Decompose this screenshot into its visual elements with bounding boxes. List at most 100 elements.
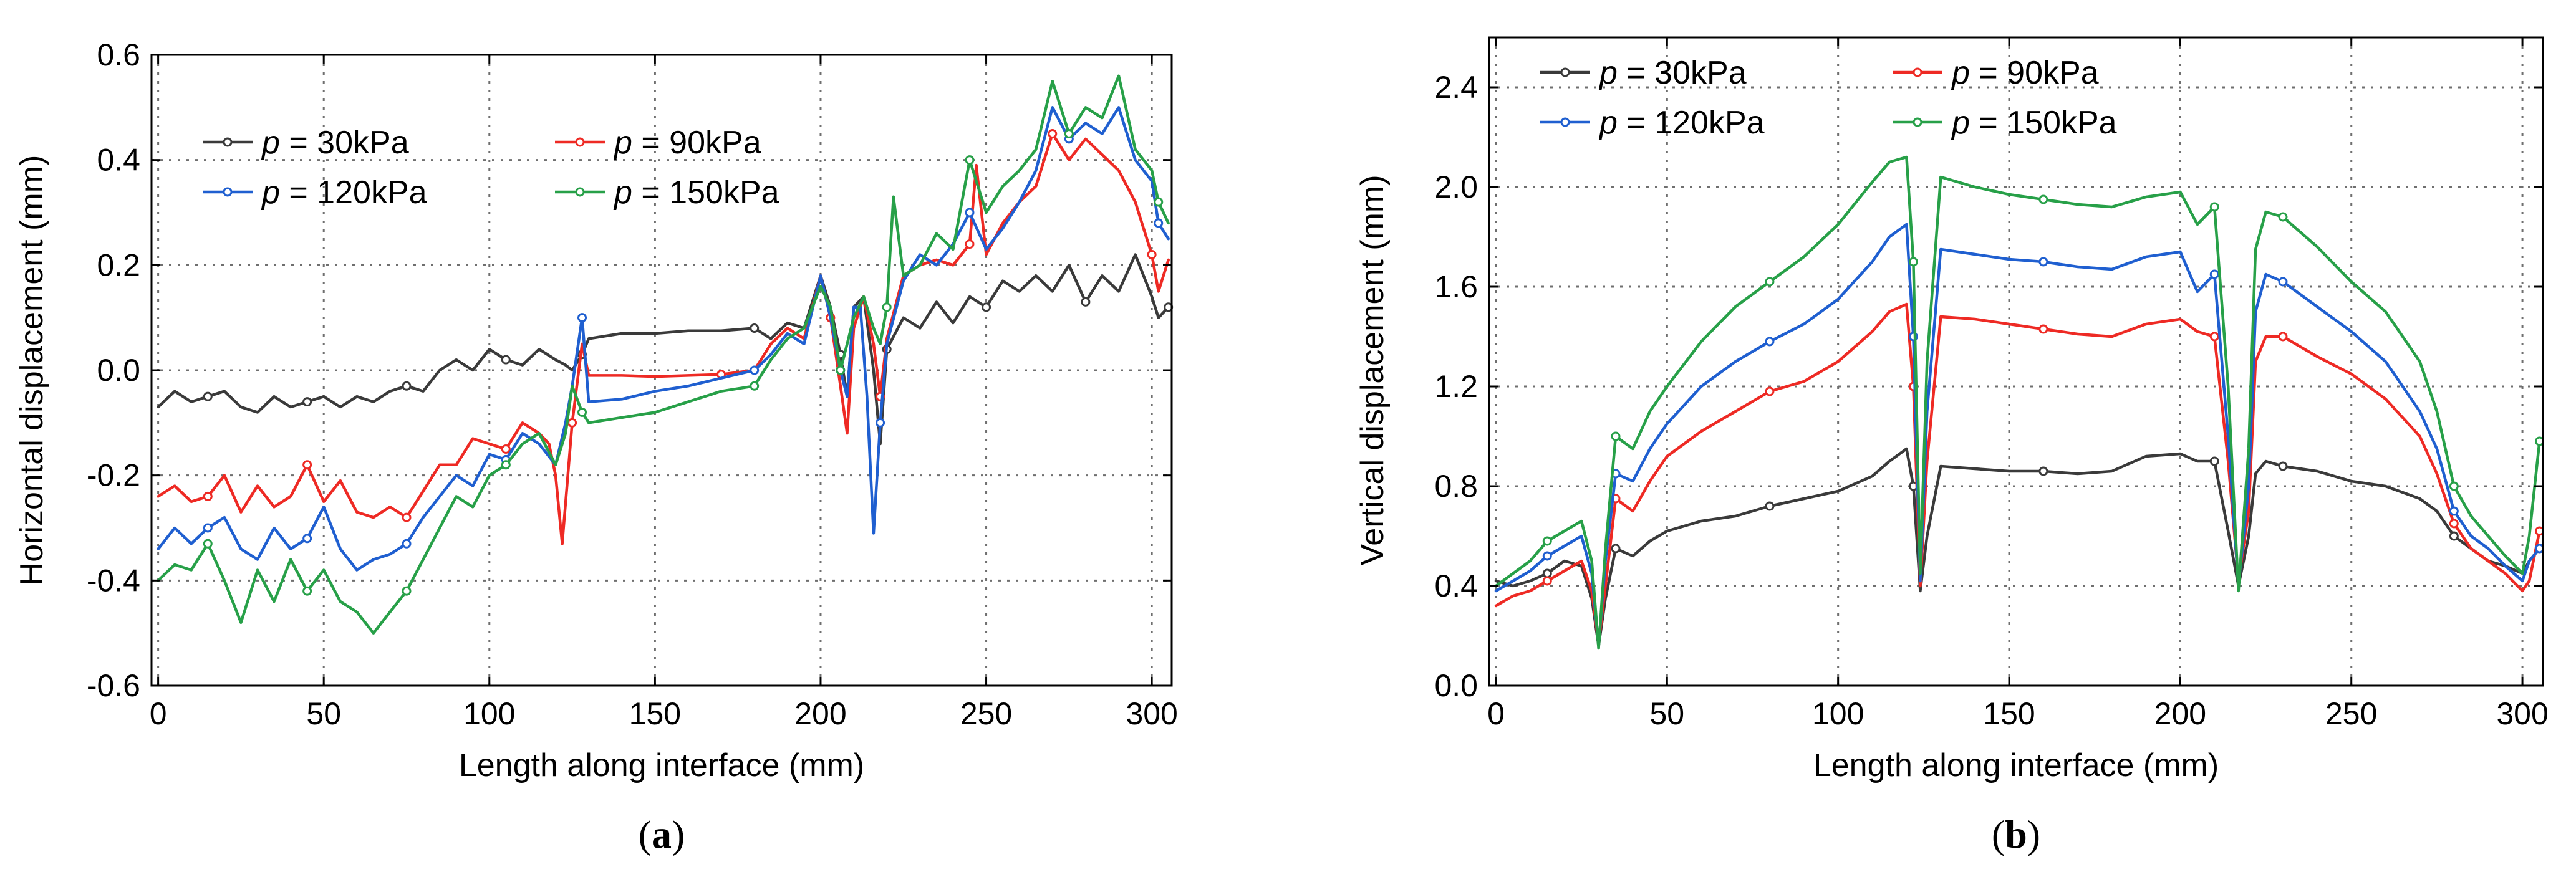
legend-value: = 120kPa [1618,105,1765,141]
x-axis-label-b: Length along interface (mm) [1813,747,2219,784]
data-point-p90 [965,239,975,249]
panel-label-a-letter: a [652,812,672,856]
data-point-p150 [750,381,760,391]
series-line-p30 [1494,447,2541,648]
legend-marker-p30 [223,137,233,147]
data-point-p120 [1542,551,1552,561]
data-point-p120 [2449,506,2459,516]
ticks-b: 0 50 100 150 200 250 300 0.0 0.4 0.8 1.2 1.6 2.0 2.4 [1434,37,2549,731]
data-point-p120 [2038,257,2048,267]
data-point-p90 [1765,386,1775,396]
data-point-p150 [203,539,213,549]
panel-label-a: (a) [639,812,685,856]
y-tick-label: 0.2 [97,247,140,282]
legend-symbol: p [613,125,632,161]
data-point-p90 [2038,324,2048,334]
series-line-p90 [1494,302,2541,645]
series-line-p150 [157,74,1170,635]
data-point-p120 [402,539,412,549]
data-point-p120 [1765,337,1775,347]
data-point-p30 [750,323,760,333]
legend-label-p90: p = 90kPa [613,125,761,161]
data-point-p150 [302,586,312,596]
x-tick-label: 0 [150,696,167,731]
legend-label-p150: p = 150kPa [613,175,779,211]
data-point-p120 [302,534,312,544]
series-line-p120 [157,106,1170,572]
data-point-p30 [302,397,312,407]
data-point-p120 [2278,277,2288,287]
legend-marker-p150 [1913,117,1922,127]
legend-value: = 150kPa [1970,105,2117,141]
data-point-p30 [203,391,213,401]
x-tick-label: 50 [306,696,341,731]
y-tick-label: 0.0 [1434,668,1478,703]
legend-value: = 30kPa [1618,55,1747,91]
data-point-p150 [965,155,975,165]
y-tick-label: -0.2 [87,458,140,493]
data-point-p150 [2209,202,2219,212]
y-tick-label: 0.0 [97,353,140,388]
series-line-p90 [157,132,1170,545]
data-point-p150 [836,365,846,375]
legend-marker-p90 [1913,67,1922,77]
data-point-p120 [1154,218,1164,228]
legend-marker-p90 [575,137,585,147]
x-axis-label-a: Length along interface (mm) [459,747,864,784]
y-tick-label: 0.8 [1434,469,1478,504]
x-tick-label: 300 [1126,696,1177,731]
data-point-p150 [882,302,892,312]
data-point-p150 [1611,431,1621,441]
data-point-p150 [402,586,412,596]
data-point-p90 [567,418,577,428]
data-point-p30 [501,355,511,365]
y-tick-label: 1.6 [1434,269,1478,304]
panel-label-b-letter: b [2005,812,2027,856]
data-point-p30 [1765,501,1775,511]
panel-label-b-close: ) [2027,812,2040,856]
legend-symbol: p [261,125,280,161]
data-point-p90 [501,444,511,454]
x-tick-label: 150 [1983,696,2035,731]
legend-marker-p30 [1560,67,1570,77]
data-point-p150 [2449,481,2459,491]
legend-symbol: p [1598,55,1618,91]
x-tick-label: 200 [794,696,846,731]
legend-symbol: p [1598,105,1618,141]
x-tick-label: 200 [2154,696,2206,731]
legend-value: = 90kPa [1970,55,2099,91]
x-tick-label: 0 [1487,696,1505,731]
legend-symbol: p [261,175,280,211]
panel-label-a-open: ( [639,812,652,856]
x-tick-label: 250 [960,696,1012,731]
data-point-p30 [982,302,991,312]
data-point-p30 [2278,461,2288,471]
ticks-a: 0 50 100 150 200 250 300 -0.6 -0.4 -0.2 0.0 0.2 0.4 0… [87,37,1178,731]
y-axis-label-a: Horizontal displacement (mm) [14,155,50,586]
data-point-p150 [1542,536,1552,546]
legend-label-p90: p = 90kPa [1951,55,2099,91]
data-point-p30 [402,381,412,391]
x-tick-label: 100 [463,696,515,731]
gridlines-a [152,54,1172,687]
y-tick-label: 2.4 [1434,70,1478,105]
y-tick-label: -0.4 [87,563,140,598]
legend-label-p30: p = 30kPa [261,125,409,161]
x-tick-label: 300 [2496,696,2548,731]
data-point-p90 [2209,332,2219,342]
data-point-p30 [1542,568,1552,578]
data-point-p150 [1064,129,1074,138]
y-tick-label: 0.4 [97,143,140,178]
series-lines-a [157,74,1174,635]
data-point-p90 [1147,249,1157,259]
legend-value: = 90kPa [632,125,761,161]
data-point-p150 [501,460,511,470]
data-point-p90 [2278,332,2288,342]
data-point-p120 [2209,269,2219,279]
x-tick-label: 100 [1812,696,1864,731]
legend-value: = 30kPa [280,125,409,161]
series-line-p150 [1494,155,2541,650]
